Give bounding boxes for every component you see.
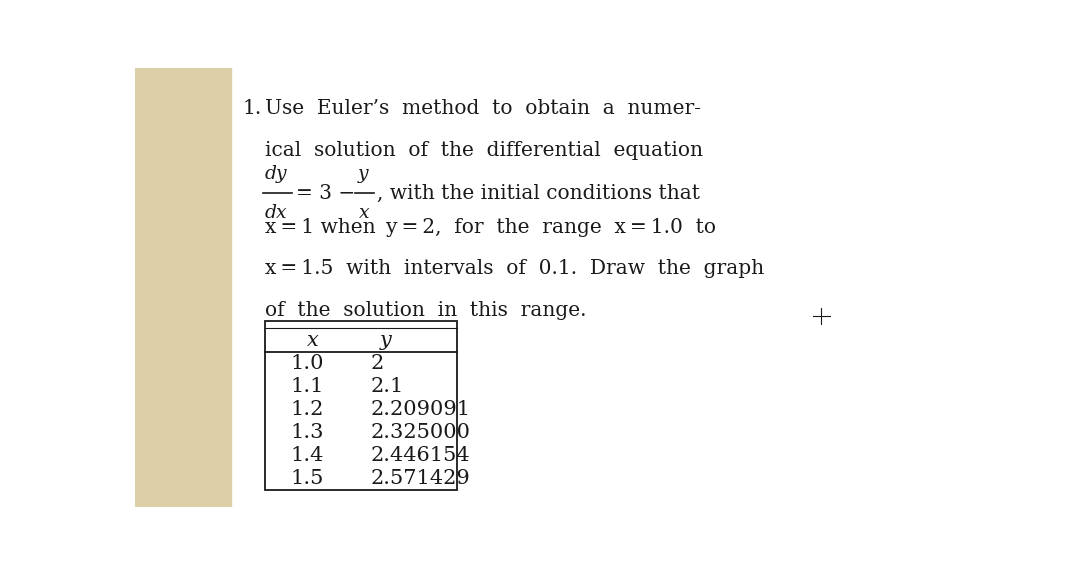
Text: 1.2: 1.2 xyxy=(291,400,324,419)
Text: dx: dx xyxy=(265,204,287,222)
Text: 2.1: 2.1 xyxy=(370,377,404,396)
Text: x: x xyxy=(307,331,319,349)
Text: 2: 2 xyxy=(370,355,383,373)
Text: 1.4: 1.4 xyxy=(291,446,324,465)
Text: 2.209091: 2.209091 xyxy=(370,400,471,419)
Text: y: y xyxy=(380,331,392,349)
Text: 1.1: 1.1 xyxy=(291,377,324,396)
Text: 2.446154: 2.446154 xyxy=(370,446,470,465)
Text: ical  solution  of  the  differential  equation: ical solution of the differential equati… xyxy=(265,141,703,160)
Text: y: y xyxy=(357,165,368,183)
Text: x = 1.5  with  intervals  of  0.1.  Draw  the  graph: x = 1.5 with intervals of 0.1. Draw the … xyxy=(265,259,764,278)
Text: x: x xyxy=(359,204,369,222)
Text: 1.: 1. xyxy=(242,99,261,118)
Text: x = 1 when  y = 2,  for  the  range  x = 1.0  to: x = 1 when y = 2, for the range x = 1.0 … xyxy=(265,218,716,237)
Text: dy: dy xyxy=(265,165,287,183)
Text: of  the  solution  in  this  range.: of the solution in this range. xyxy=(265,301,586,320)
Text: , with the initial conditions that: , with the initial conditions that xyxy=(377,184,700,203)
Text: 2.571429: 2.571429 xyxy=(370,469,471,488)
Text: 1.0: 1.0 xyxy=(291,355,324,373)
Bar xyxy=(265,321,457,490)
Text: = 3 −: = 3 − xyxy=(296,184,355,203)
Bar xyxy=(135,68,231,507)
Text: Use  Euler’s  method  to  obtain  a  numer-: Use Euler’s method to obtain a numer- xyxy=(265,99,701,118)
Text: 2.325000: 2.325000 xyxy=(370,423,471,442)
Text: 1.3: 1.3 xyxy=(291,423,324,442)
Text: 1.5: 1.5 xyxy=(291,469,324,488)
